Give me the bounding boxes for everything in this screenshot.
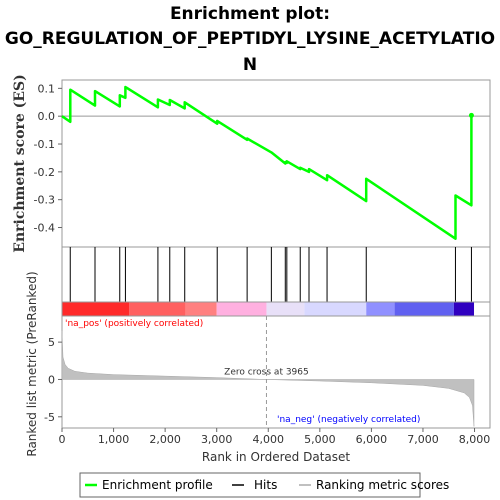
enrichment-profile-end-point — [468, 112, 474, 118]
chart-title: Enrichment plot: GO_REGULATION_OF_PEPTIDY… — [5, 4, 495, 75]
heatmap-segment — [129, 302, 186, 316]
es-y-tick-label: -0.3 — [34, 194, 55, 207]
chart-title-line: GO_REGULATION_OF_PEPTIDYL_LYSINE_ACETYLA… — [5, 29, 495, 49]
hits-panel — [61, 246, 491, 303]
heatmap-segment — [394, 302, 454, 316]
heatmap-segment — [366, 302, 395, 316]
heatmap-segment — [453, 302, 475, 316]
enrichment-profile-line — [61, 85, 473, 240]
chart-title-line: N — [243, 55, 257, 75]
heatmap-segment — [62, 302, 130, 316]
negative-correlation-label: 'na_neg' (negatively correlated) — [277, 415, 420, 425]
x-tick-label: 2,000 — [149, 433, 181, 446]
es-y-tick-label: -0.1 — [34, 138, 55, 151]
heatmap-bar — [61, 301, 491, 317]
es-y-tick-label: -0.4 — [34, 222, 55, 235]
hits-frame — [61, 246, 491, 303]
x-tick-label: 5,000 — [304, 433, 336, 446]
es-plot-frame — [61, 79, 491, 248]
legend-metric-label: Ranking metric scores — [316, 478, 449, 492]
x-tick-label: 1,000 — [98, 433, 130, 446]
positive-correlation-label: 'na_pos' (positively correlated) — [65, 319, 203, 329]
es-y-tick-label: -0.2 — [34, 166, 55, 179]
es-panel: 0.1 0.0 -0.1 -0.2 -0.3 -0.4 Enrichment score (… — [12, 74, 491, 253]
x-tick-label: 0 — [59, 433, 66, 446]
es-y-tick-label: 0.0 — [38, 110, 56, 123]
x-tick-label: 8,000 — [459, 433, 491, 446]
heatmap-segment — [266, 302, 305, 316]
zero-cross-label: Zero cross at 3965 — [224, 367, 309, 377]
legend-enrichment-label: Enrichment profile — [102, 478, 213, 492]
ranking-metric-area — [61, 330, 475, 427]
metric-y-tick-label: 0 — [48, 373, 55, 386]
chart-title-line: Enrichment plot: — [170, 4, 330, 24]
metric-y-tick-label: -5 — [44, 411, 55, 424]
legend-box — [79, 472, 421, 498]
metric-y-axis-label: Ranked list metric (PreRanked) — [25, 271, 39, 456]
es-y-tick-label: 0.1 — [38, 82, 56, 95]
x-axis-label: Rank in Ordered Dataset — [202, 450, 350, 464]
x-tick-label: 6,000 — [356, 433, 388, 446]
heatmap-segment — [304, 302, 367, 316]
x-tick-label: 7,000 — [407, 433, 439, 446]
heatmap-segment — [185, 302, 217, 316]
x-tick-label: 3,000 — [201, 433, 233, 446]
x-tick-label: 4,000 — [253, 433, 285, 446]
metric-panel: Zero cross at 3965 'na_pos' (positively c… — [25, 271, 491, 464]
es-y-axis-label: Enrichment score (ES) — [12, 74, 28, 252]
heatmap-segment — [216, 302, 267, 316]
legend: Enrichment profile Hits Ranking metric sco… — [79, 472, 449, 498]
legend-hits-label: Hits — [254, 478, 277, 492]
metric-y-tick-label: 5 — [48, 336, 55, 349]
